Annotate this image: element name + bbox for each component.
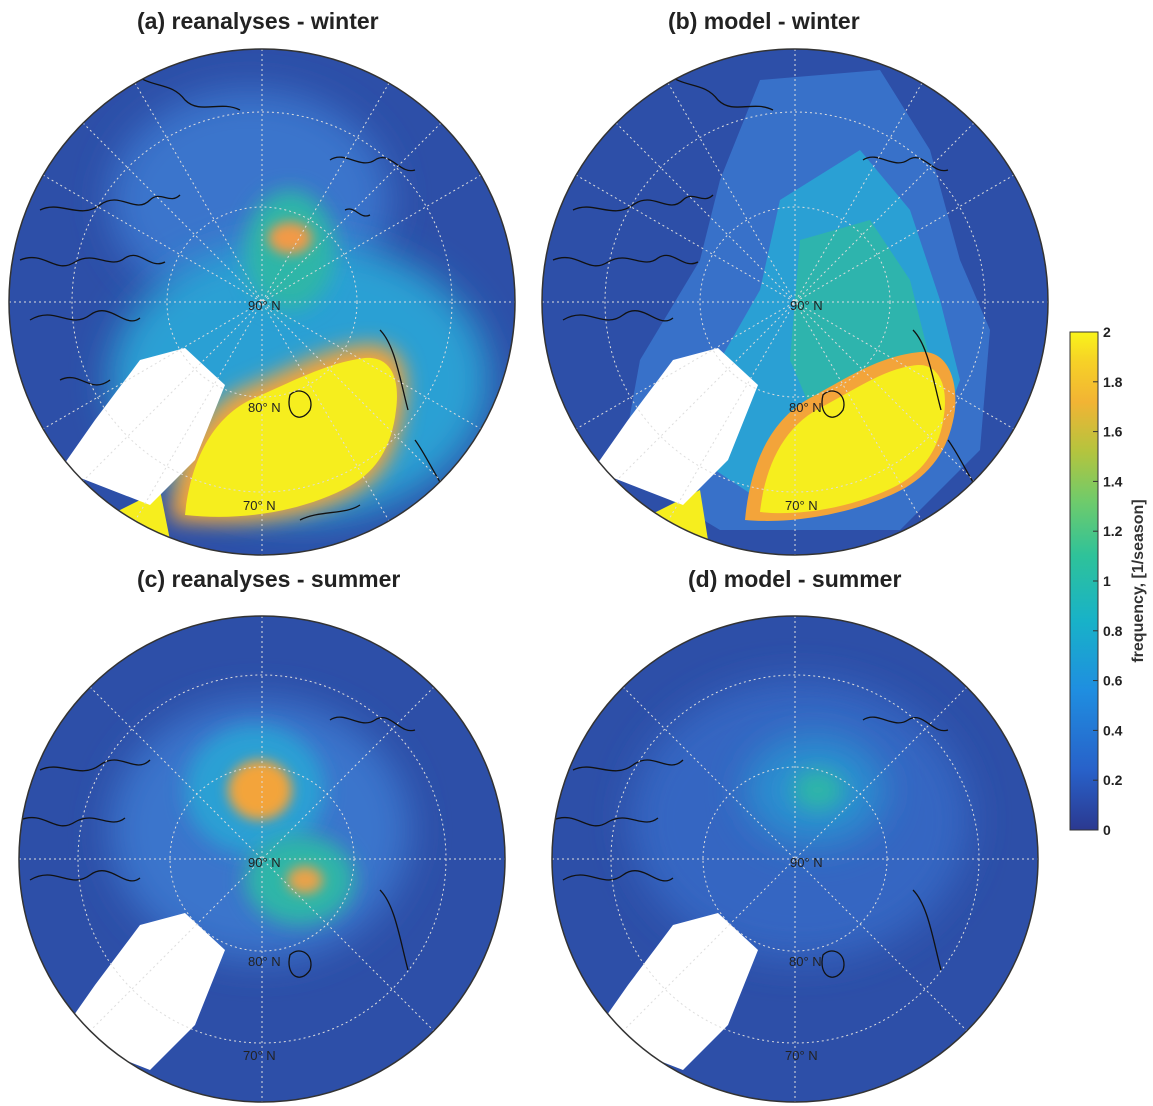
panel-b-label-70N: 70° N (785, 498, 818, 513)
colorbar-tick-label: 0.6 (1103, 673, 1123, 689)
colorbar-label: frequency, [1/season] (1130, 499, 1147, 662)
panel-a-density-field (100, 90, 490, 545)
colorbar-tick-label: 0.8 (1103, 623, 1123, 639)
panel-a-label-80N: 80° N (248, 400, 281, 415)
panel-b-graticule (542, 49, 1048, 555)
panel-c-label-70N: 70° N (243, 1048, 276, 1063)
colorbar-tick-label: 0.4 (1103, 722, 1123, 738)
colorbar-tick-label: 1.2 (1103, 523, 1123, 539)
colorbar: 0 0.2 0.4 0.6 0.8 1 1.2 1.4 1.6 1.8 2 frequency, [… (1069, 324, 1147, 838)
panel-b-boundary (541, 48, 1049, 556)
panel-a-boundary (8, 48, 516, 556)
panel-a-label-70N: 70° N (243, 498, 276, 513)
panel-d-label-70N: 70° N (785, 1048, 818, 1063)
colorbar-ticks: 0 0.2 0.4 0.6 0.8 1 1.2 1.4 1.6 1.8 2 (1093, 324, 1123, 838)
panel-b-coastlines (552, 69, 1004, 521)
panel-c-boundary (18, 615, 506, 1103)
panel-d-boundary (551, 615, 1039, 1103)
panel-d-map: 90° N 80° N 70° N (551, 615, 1039, 1103)
panel-d-title: (d) model - summer (688, 566, 902, 592)
panel-c-label-90N: 90° N (248, 855, 281, 870)
panel-d-density-field (630, 680, 970, 960)
panel-d-graticule (552, 616, 1038, 1102)
panel-b-title: (b) model - winter (668, 8, 860, 34)
panel-a-title: (a) reanalyses - winter (137, 8, 379, 34)
colorbar-tick-label: 0 (1103, 822, 1111, 838)
panel-c-title: (c) reanalyses - summer (137, 566, 401, 592)
panel-d-ice-mask (593, 913, 758, 1070)
panel-a-label-90N: 90° N (248, 298, 281, 313)
panel-c-coastlines (19, 716, 416, 978)
panel-c-map: 90° N 80° N 70° N (18, 615, 506, 1103)
panel-a-coastlines (19, 69, 471, 521)
colorbar-tick-label: 1 (1103, 573, 1111, 589)
colorbar-tick-label: 2 (1103, 324, 1111, 340)
panel-d-coastlines (552, 716, 949, 978)
panel-b-ice-mask (593, 348, 758, 505)
panel-b-label-80N: 80° N (789, 400, 822, 415)
colorbar-tick-label: 1.8 (1103, 374, 1123, 390)
colorbar-tick-label: 1.4 (1103, 473, 1123, 489)
panel-a-graticule (9, 49, 515, 555)
panel-b-label-90N: 90° N (790, 298, 823, 313)
panel-c-graticule (19, 616, 505, 1102)
panel-a-ice-mask (60, 348, 225, 505)
panel-d-label-90N: 90° N (790, 855, 823, 870)
panel-a-map: 90° N 80° N 70° N (8, 48, 516, 556)
panel-c-ice-mask (60, 913, 225, 1070)
panel-c-density-field (110, 700, 410, 960)
colorbar-tick-label: 0.2 (1103, 772, 1123, 788)
panel-b-map: 90° N 80° N 70° N (541, 48, 1049, 556)
panel-c-label-80N: 80° N (248, 954, 281, 969)
colorbar-tick-label: 1.6 (1103, 424, 1123, 440)
panel-d-label-80N: 80° N (789, 954, 822, 969)
